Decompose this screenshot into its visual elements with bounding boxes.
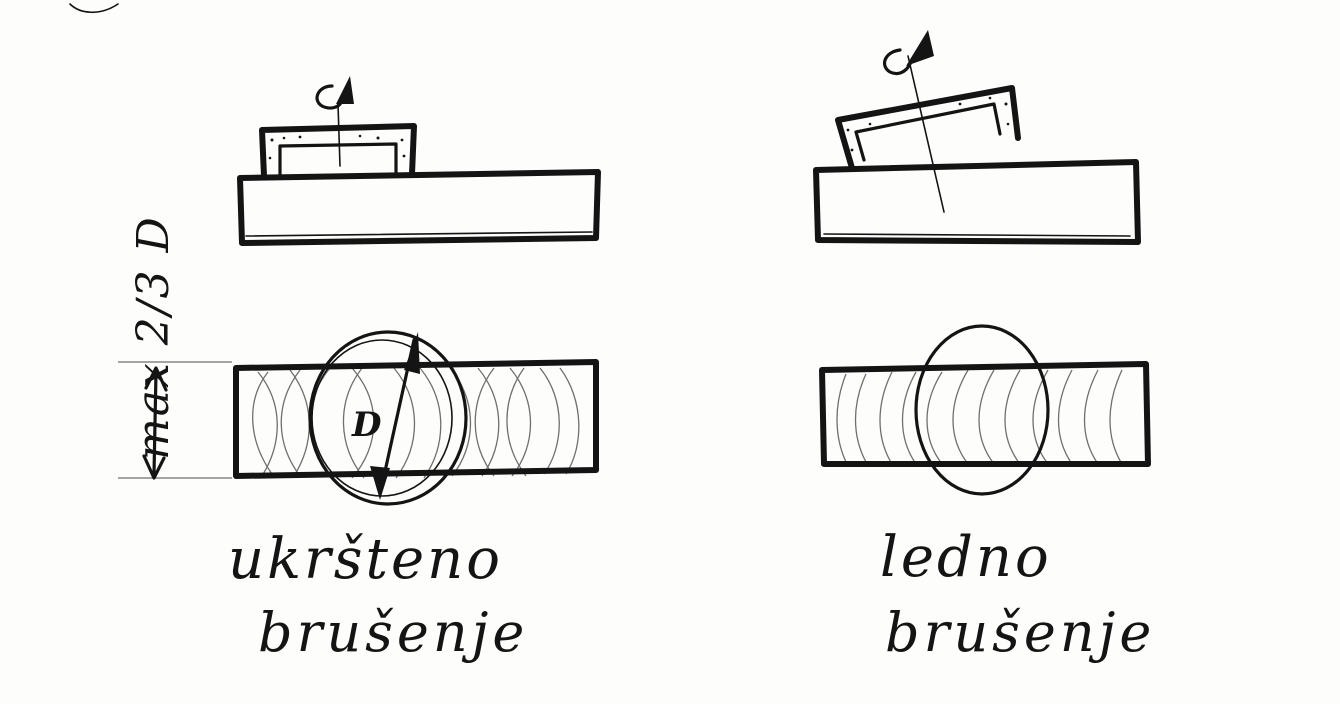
right-workpiece-shade <box>823 233 1131 237</box>
right-caption-line1: ledno <box>880 525 1052 590</box>
right-axis <box>907 55 945 213</box>
right-wheel-inner <box>854 102 1002 162</box>
left-wheel-inner <box>278 142 398 176</box>
left-top-view: D <box>233 330 599 506</box>
left-cross-arcs <box>252 367 580 479</box>
left-caption-line2: brušenje <box>258 601 529 664</box>
right-top-wheel <box>914 324 1050 496</box>
right-wheel <box>835 85 1021 171</box>
dimension-arrow-top <box>144 366 168 392</box>
right-workpiece-side <box>813 159 1141 245</box>
right-wheel-stipple <box>846 96 1010 152</box>
left-caption-line1: ukršteno <box>228 527 503 592</box>
left-workpiece-side <box>237 169 601 246</box>
diameter-arrow-top <box>404 332 420 374</box>
dimension-arrow-bottom <box>142 454 166 480</box>
left-top-wheel <box>308 330 468 506</box>
diameter-arrow-bottom <box>370 466 390 500</box>
left-side-view <box>237 76 601 246</box>
left-wheel-stipple <box>268 134 406 160</box>
left-rotation-arrow <box>315 84 344 110</box>
dimension-line <box>152 370 158 476</box>
dimension-label: max 2/3 D <box>128 215 179 460</box>
diameter-label: D <box>351 405 382 445</box>
dimension-group <box>118 361 232 480</box>
right-side-view <box>813 30 1141 245</box>
corner-arc <box>69 3 119 14</box>
left-rotation-arrowhead <box>336 76 354 104</box>
left-wheel <box>259 123 417 179</box>
right-face-arcs <box>836 369 1123 465</box>
right-caption-line2: brušenje <box>885 601 1156 664</box>
right-rotation-arrowhead <box>906 30 934 66</box>
left-axis <box>337 103 341 167</box>
left-workpiece-shade <box>245 231 593 237</box>
right-rotation-arrow <box>882 48 912 76</box>
left-top-wheel-inner <box>311 339 453 497</box>
left-top-workpiece <box>233 359 599 479</box>
right-top-view <box>819 324 1151 496</box>
